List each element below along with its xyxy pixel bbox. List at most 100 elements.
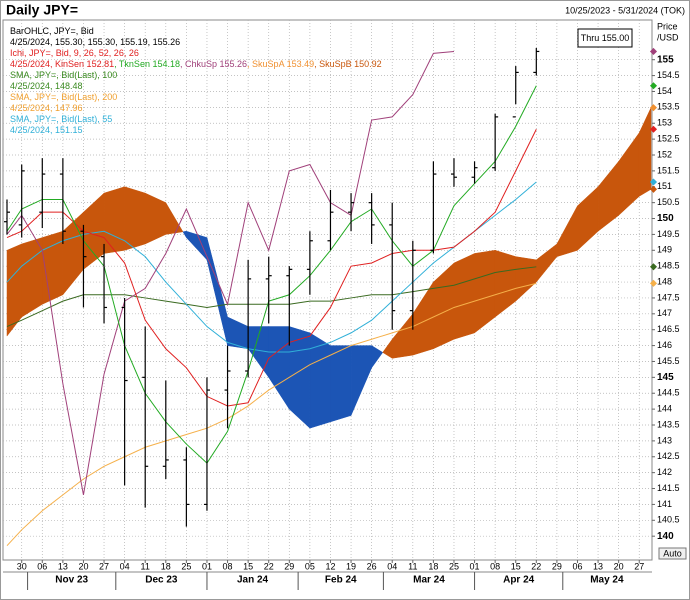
legend-row: SMA, JPY=, Bid(Last), 200 [10,92,117,102]
y-tick-label: 149.5 [657,229,680,239]
y-tick-label: 141 [657,499,672,509]
y-tick-label: 152 [657,149,672,159]
y-tick-label: 149 [657,245,672,255]
plot [3,20,652,560]
legend-text: BarOHLC, JPY=, Bid [10,26,94,36]
x-tick-label: 11 [141,561,150,571]
chart-title: Daily JPY= [6,2,78,18]
auto-button-label[interactable]: Auto [663,548,682,558]
x-tick-label: 18 [428,561,438,571]
x-tick-label: 06 [572,561,582,571]
x-tick-label: 29 [552,561,562,571]
x-tick-label: 27 [99,561,109,571]
y-tick-label: 151 [657,181,672,191]
x-tick-label: 04 [387,561,397,571]
y-axis-title: Price [657,21,678,31]
cloud-segment [309,332,331,429]
month-label: Dec 23 [145,575,178,586]
y-tick-label: 143 [657,435,672,445]
y-tick-label: 144 [657,403,672,413]
x-tick-label: 18 [161,561,171,571]
x-tick-label: 08 [490,561,500,571]
auto-button-frame[interactable] [658,547,687,560]
x-tick-label: 01 [202,561,212,571]
legend-row: BarOHLC, JPY=, Bid [10,26,94,36]
x-tick-label: 13 [593,561,603,571]
last-value-marker [649,279,658,287]
y-axis-unit: /USD [657,32,679,42]
y-tick-label: 150 [657,213,674,224]
cloud-segment [103,186,125,254]
x-tick-label: 01 [470,561,480,571]
x-tick-label: 20 [614,561,624,571]
legend-row: SMA, JPY=, Bid(Last), 100 [10,70,117,80]
legend-text: 4/25/2024, 147.96 [10,103,83,113]
y-tick-label: 143.5 [657,419,680,429]
y-tick-label: 144.5 [657,388,680,398]
legend-text: SMA, JPY=, Bid(Last), 100 [10,70,117,80]
x-tick-label: 30 [17,561,27,571]
x-tick-label: 15 [511,561,521,571]
legend-row: 4/25/2024, 148.48 [10,81,83,91]
date-range: 10/25/2023 - 5/31/2024 (TOK) [565,5,685,15]
y-tick-label: 146.5 [657,324,680,334]
last-value-marker [649,178,658,186]
legend-text: Ichi, JPY=, Bid, 9, 26, 52, 26, 26 [10,48,139,58]
last-value-marker [649,263,658,271]
month-label: Feb 24 [325,575,357,586]
month-label: Nov 23 [55,575,88,586]
legend-text: 4/25/2024, 155.30, 155.30, 155.19, 155.2… [10,37,180,47]
y-tick-label: 147 [657,308,672,318]
last-value-marker [649,47,658,55]
annotation-frame [577,28,633,48]
y-tick-label: 146 [657,340,672,350]
indicator-line [6,50,455,495]
y-tick-label: 151.5 [657,165,680,175]
legend-text: , SkuSpA 153.49 [247,59,314,69]
x-tick-label: 25 [181,561,191,571]
x-tick-label: 22 [531,561,541,571]
y-tick-label: 140 [657,531,674,542]
cloud-segment [330,345,352,423]
x-tick-label: 26 [367,561,377,571]
x-tick-label: 22 [264,561,274,571]
y-tick-label: 145 [657,372,674,383]
y-tick-label: 148 [657,276,672,286]
cloud-segment [371,345,384,369]
x-tick-label: 11 [408,561,417,571]
legend-text: , TknSen 154.18 [114,59,180,69]
legend-text: , SkuSpB 150.92 [314,59,382,69]
y-tick-label: 154 [657,86,672,96]
x-tick-label: 06 [37,561,47,571]
x-tick-label: 05 [305,561,315,571]
x-tick-label: 27 [634,561,644,571]
y-tick-label: 142 [657,467,672,477]
legend-text: SMA, JPY=, Bid(Last), 200 [10,92,117,102]
annotation-box: Thru 155.00 [577,28,633,48]
y-tick-label: 154.5 [657,70,680,80]
y-tick-label: 148.5 [657,261,680,271]
legend-text: 4/25/2024, 148.48 [10,81,83,91]
month-label: Apr 24 [503,575,535,586]
legend-row: Ichi, JPY=, Bid, 9, 26, 52, 26, 26 [10,48,139,58]
auto-button[interactable]: Auto [658,547,687,560]
last-value-marker [649,185,658,193]
y-tick-label: 155 [657,54,674,65]
legend-text: 4/25/2024, KinSen 152.81 [10,59,114,69]
x-tick-label: 08 [223,561,233,571]
last-value-marker [649,104,658,112]
x-tick-label: 12 [325,561,335,571]
legend-row: 4/25/2024, KinSen 152.81, TknSen 154.18,… [10,59,382,69]
indicator-line [6,282,537,547]
annotation: Thru 155.00 [581,33,630,43]
y-tick-label: 152.5 [657,133,680,143]
month-label: Jan 24 [237,575,269,586]
y-tick-label: 150.5 [657,197,680,207]
x-tick-label: 15 [243,561,253,571]
x-tick-label: 04 [120,561,130,571]
x-tick-label: 19 [346,561,356,571]
legend-text: 4/25/2024, 151.15 [10,125,83,135]
y-tick-label: 147.5 [657,292,680,302]
x-tick-label: 25 [449,561,459,571]
